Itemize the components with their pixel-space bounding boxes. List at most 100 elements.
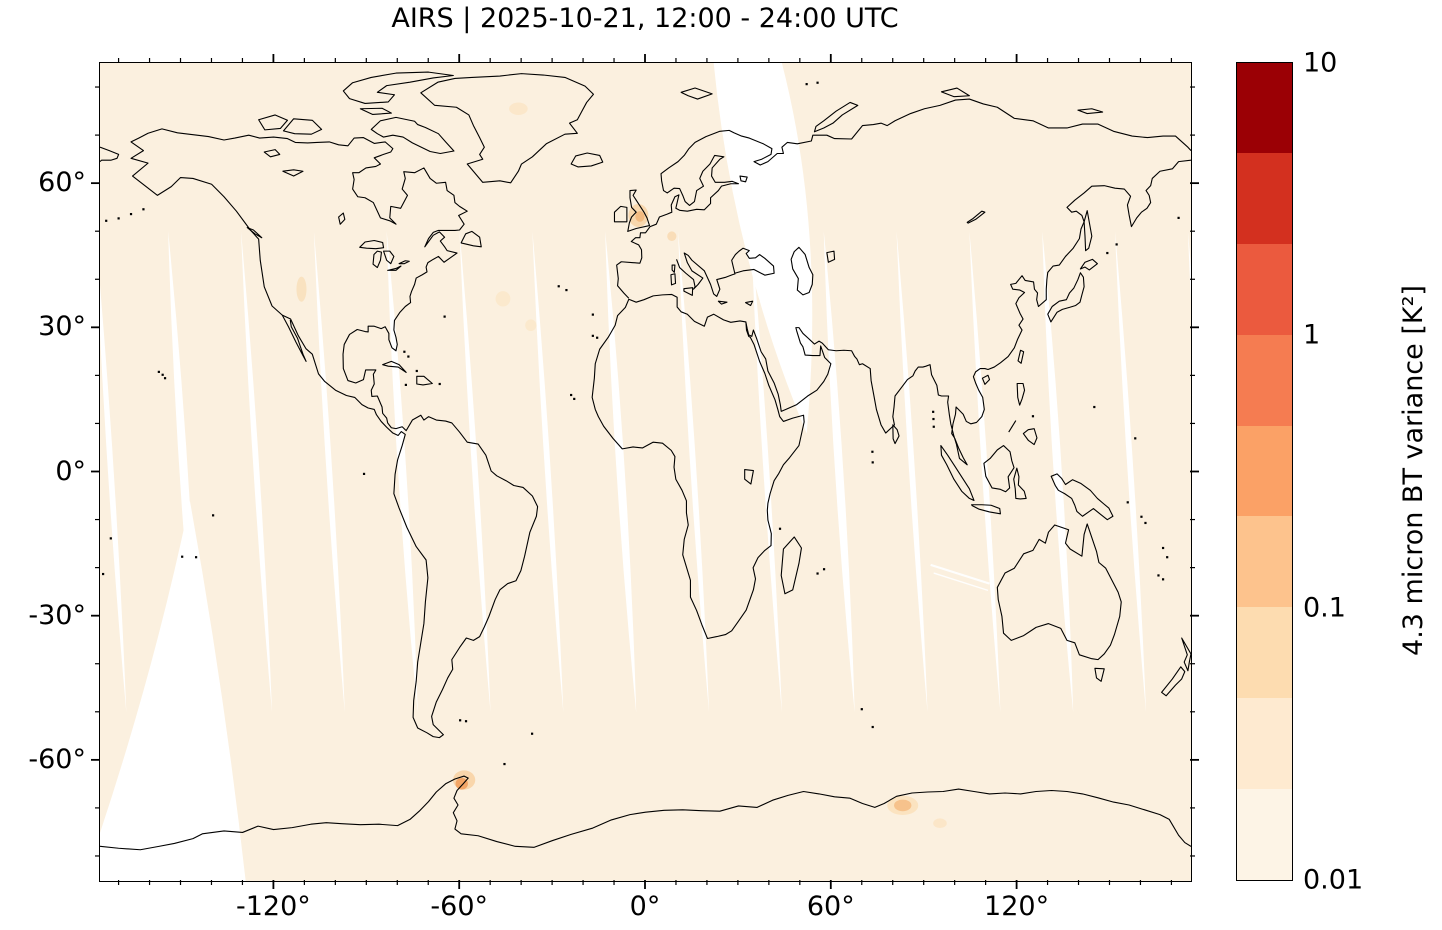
coastline-path [744,159,1191,465]
coastline-path [281,168,304,177]
coastline-path [730,247,775,276]
island-speck [778,527,781,530]
y-tick-label: 0° [55,455,86,487]
coastline-path [358,239,384,249]
island-speck [564,288,568,291]
island-speck [402,350,405,353]
island-speck [157,370,160,373]
island-speck [129,212,132,215]
colorbar-segment [1237,334,1292,426]
no-data-swath [750,230,782,713]
coastline-path [342,71,454,104]
coastline-path [246,226,262,238]
island-speck [109,536,112,539]
coastline-path [129,127,538,738]
coastline-path [744,300,753,306]
x-tick-label: 0° [629,891,661,922]
world-map [99,62,1191,881]
y-tick-label: -60° [28,743,86,775]
chart-title: AIRS | 2025-10-21, 12:00 - 24:00 UTC [391,3,899,34]
coastline-path [419,72,594,183]
island-specks [101,81,1180,765]
island-speck [194,555,197,558]
no-data-swath [531,230,563,713]
coastline-path [981,374,990,385]
island-speck [406,354,409,358]
coastline-path [669,272,676,285]
island-speck [104,219,107,222]
island-speck [1165,555,1168,558]
colorbar-segment [1237,244,1292,335]
no-data-swath [1114,230,1146,713]
island-speck [822,567,825,570]
island-speck [557,284,560,287]
colorbar-axis-label-text: 4.3 micron BT variance [K²] [1397,284,1429,656]
coastline-path [370,116,454,154]
coastline-path [939,444,975,501]
island-speck [1176,216,1180,219]
coastline-path [386,264,402,271]
coastline-path [371,250,382,268]
island-speck [932,425,935,428]
no-data-swath [240,230,272,713]
coastline-path [382,250,394,264]
island-speck [141,207,145,210]
island-speck [362,472,365,475]
coastline-path [940,86,970,97]
coastline-path [1083,209,1092,251]
colorbar-axis-label: 4.3 micron BT variance [K²] [1382,62,1442,879]
no-data-swaths [99,62,1191,881]
island-speck [1139,515,1143,518]
island-speck [815,81,819,84]
island-speck [1126,500,1129,503]
island-speck [1161,546,1164,549]
x-tick-label: 120° [984,891,1050,922]
coastline-path [1007,419,1016,432]
coastlines [99,71,1191,850]
variance-hotspot [295,276,306,302]
coastline-path [1050,472,1113,520]
island-speck [1156,573,1160,577]
island-speck [860,707,863,710]
coastline-path [982,444,1015,492]
y-tick-label: 30° [38,311,86,343]
coastline-path [1093,667,1105,682]
colorbar-tick-label: 0.1 [1303,592,1346,624]
variance-hotspot [666,230,676,241]
variance-hotspot [932,817,947,828]
colorbar-segment [1237,697,1292,789]
coastline-path [570,151,603,167]
colorbar-segment [1237,788,1292,880]
island-speck [572,397,575,400]
no-data-swath [313,230,345,713]
variance-hotspot [634,210,644,222]
coastline-path [359,107,392,115]
coastline-path [1016,382,1025,406]
coastline-path [891,423,900,444]
y-tick-label: -30° [28,599,86,631]
variance-hotspot [455,777,468,790]
coastline-path [738,174,748,182]
colorbar-segment [1237,153,1292,245]
colorbar [1236,61,1293,881]
coastline-path [99,146,119,162]
island-speck [211,513,214,516]
coastline-path [337,212,345,225]
coastline-path [790,246,813,295]
no-data-streak [929,563,990,585]
island-speck [180,555,183,558]
island-speck [415,369,418,372]
island-speck [931,417,935,420]
colorbar-tick-label: 0.01 [1303,864,1364,896]
x-tick-label: -120° [236,891,311,922]
x-tick-label: 60° [806,891,855,922]
y-tick-label: 60° [38,167,86,199]
colorbar-tick-label: 10 [1303,47,1338,79]
island-speck [1092,405,1095,408]
no-data-wedge-south-pacific [99,500,246,881]
variance-hotspots [295,102,947,828]
coastline-path [780,535,802,594]
island-speck [931,410,934,413]
coastline-path [615,97,1191,299]
map-panel [98,61,1192,882]
